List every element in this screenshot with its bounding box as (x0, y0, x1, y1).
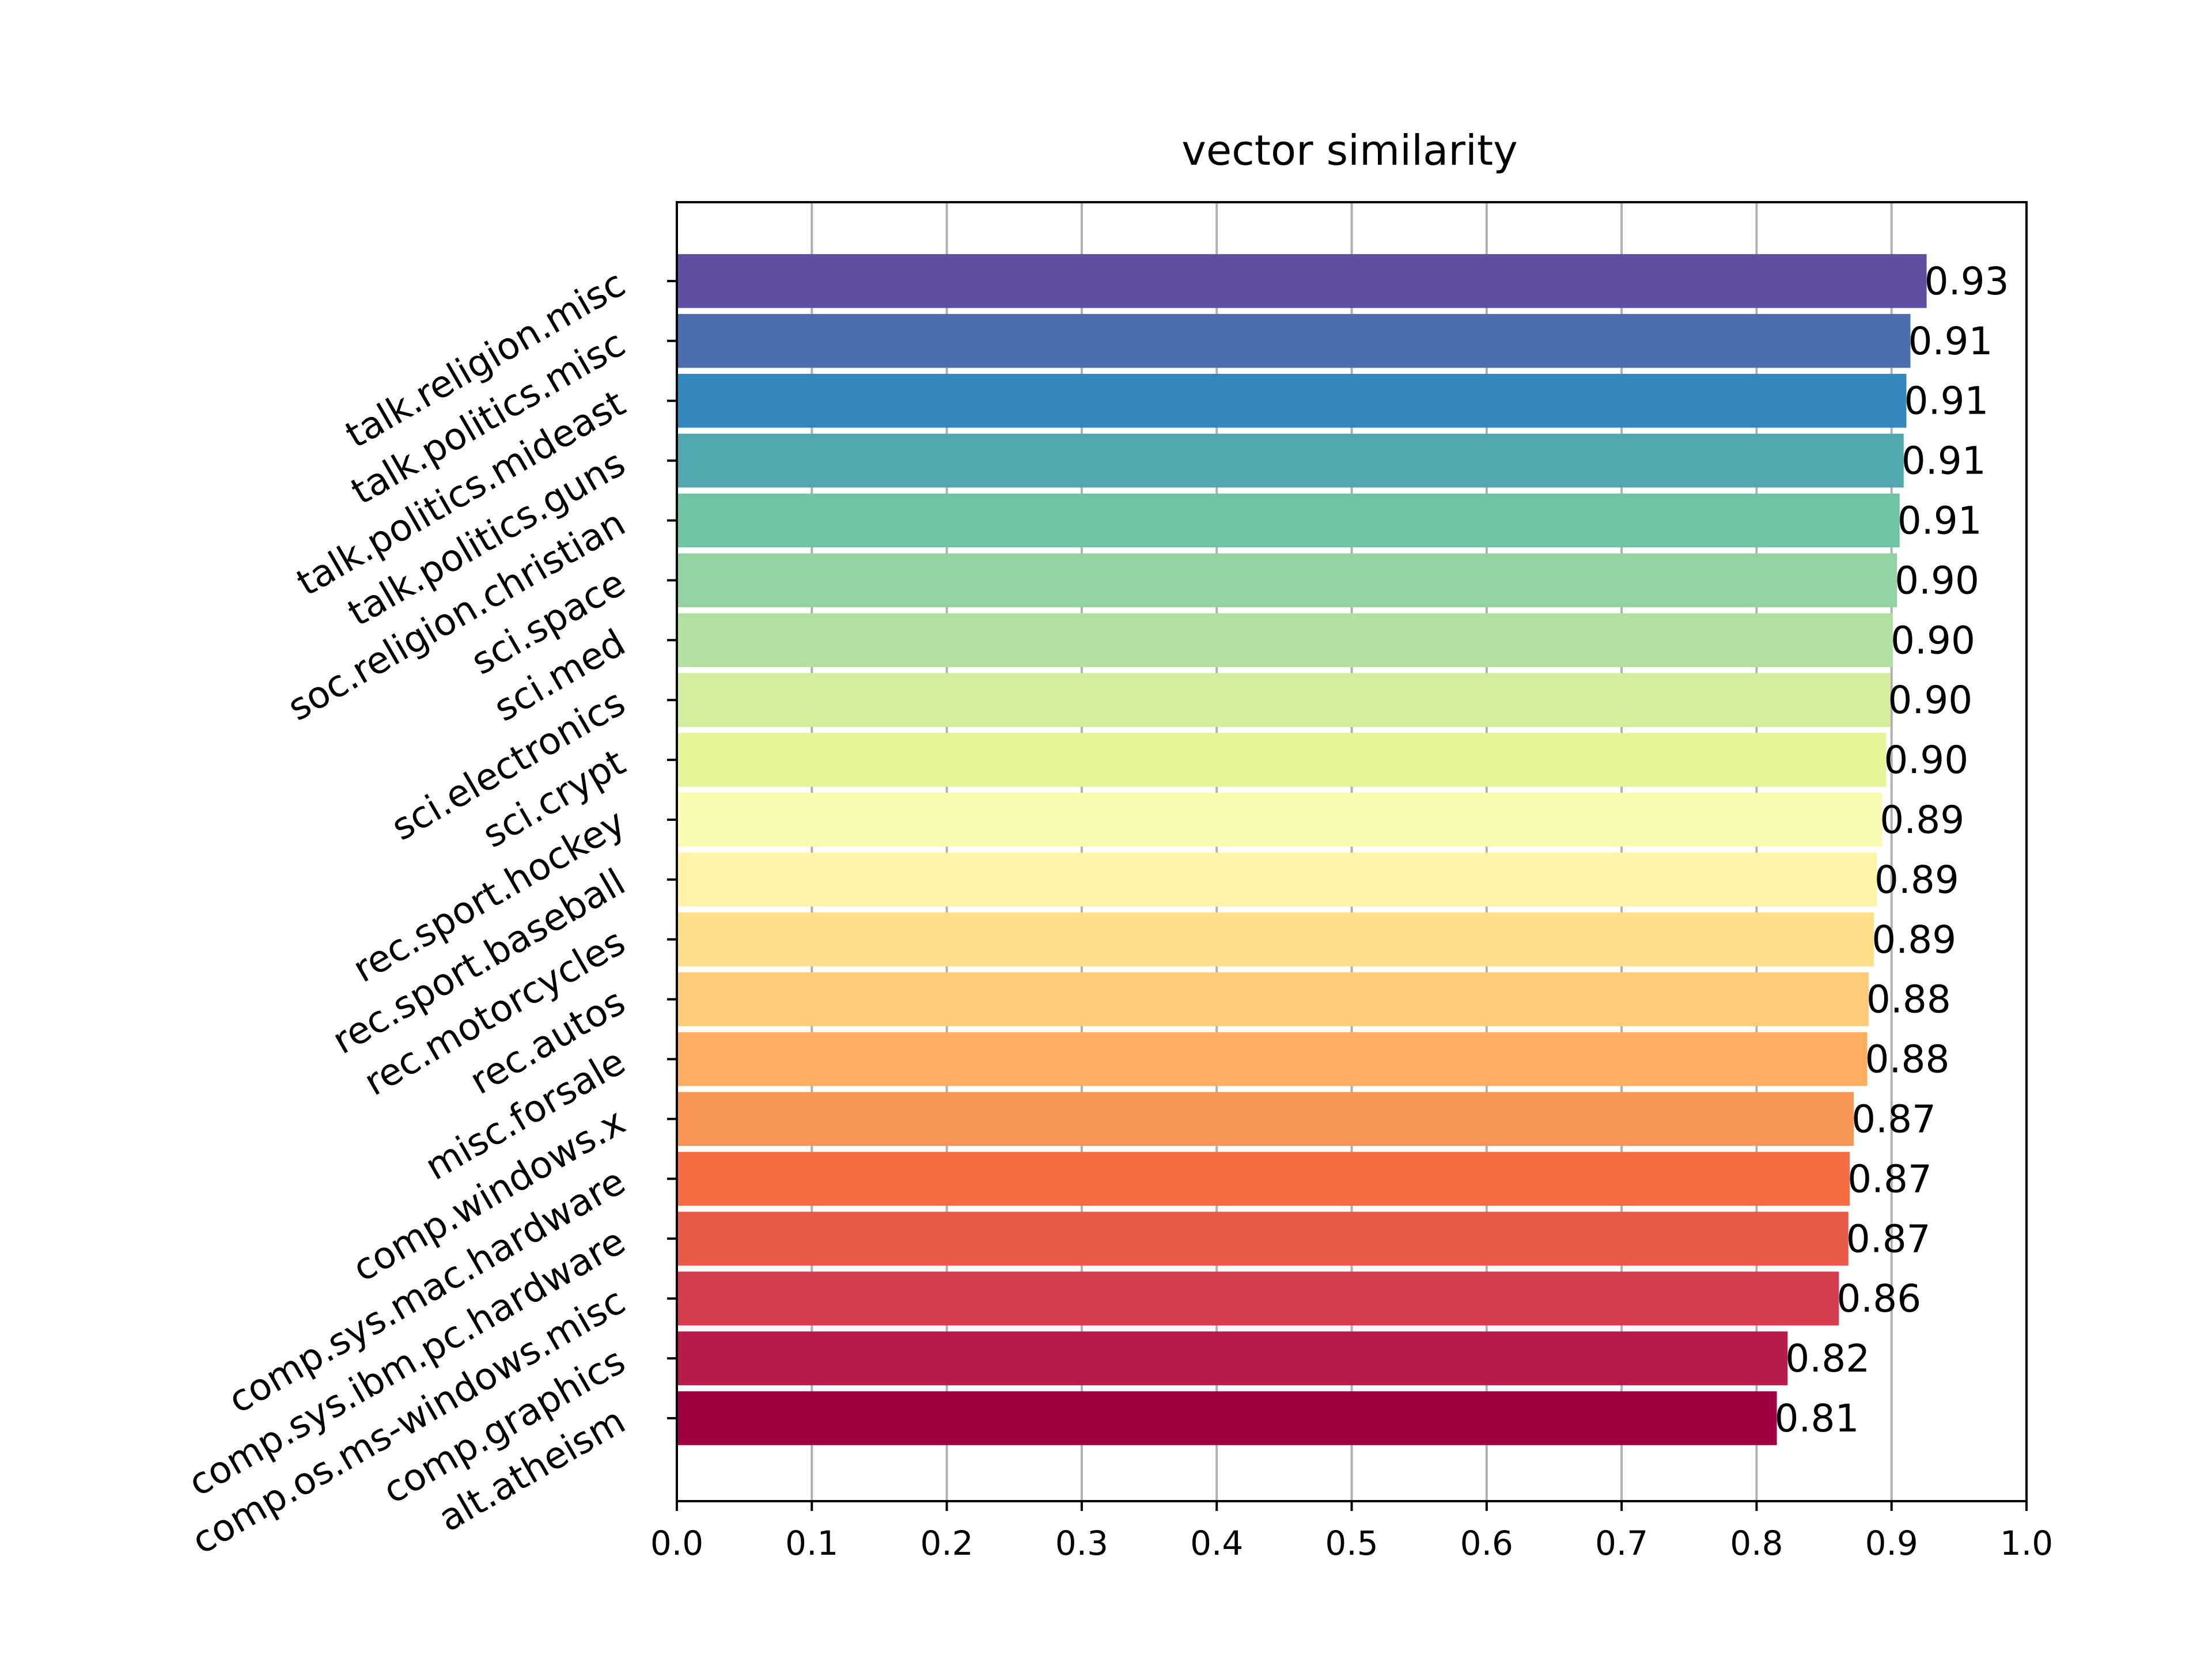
data-label: 0.89 (1880, 798, 1964, 842)
x-tick-label: 0.4 (1190, 1524, 1243, 1563)
data-label: 0.91 (1908, 319, 1993, 363)
bar-talk.politics.mideast (677, 373, 1907, 428)
data-label: 0.87 (1846, 1217, 1931, 1261)
bar-talk.politics.guns (677, 433, 1904, 488)
bar-sci.med (677, 613, 1893, 668)
data-label: 0.87 (1851, 1097, 1936, 1142)
data-label: 0.93 (1925, 259, 2009, 304)
x-tick-label: 0.8 (1730, 1524, 1783, 1563)
x-tick-label: 0.6 (1460, 1524, 1513, 1563)
bar-rec.autos (677, 972, 1869, 1027)
bar-sci.space (677, 553, 1897, 608)
x-tick-label: 0.0 (650, 1524, 703, 1563)
data-label: 0.90 (1891, 618, 1975, 662)
bar-soc.religion.christian (677, 493, 1900, 548)
x-axis: 0.0 0.1 0.2 0.3 0.4 0.5 0.6 0.7 0.8 0.9 1.0 (650, 1501, 2053, 1563)
data-label: 0.82 (1785, 1336, 1870, 1381)
data-label: 0.91 (1904, 379, 1988, 423)
bar-comp.sys.ibm.pc.hardware (677, 1211, 1849, 1266)
x-tick-label: 0.9 (1865, 1524, 1918, 1563)
bar-rec.motorcycles (677, 912, 1874, 967)
data-label: 0.91 (1902, 439, 1986, 483)
data-label: 0.86 (1836, 1277, 1921, 1321)
x-tick-label: 0.5 (1325, 1524, 1378, 1563)
data-label: 0.90 (1884, 738, 1968, 782)
data-label: 0.89 (1872, 918, 1956, 962)
x-tick-label: 0.7 (1595, 1524, 1648, 1563)
y-axis: alt.atheismcomp.graphicscomp.os.ms-windo… (181, 263, 677, 1563)
bar-talk.religion.misc (677, 254, 1927, 308)
data-label: 0.87 (1847, 1157, 1932, 1201)
x-tick-label: 0.1 (785, 1524, 838, 1563)
bar-rec.sport.baseball (677, 853, 1877, 907)
data-label: 0.81 (1775, 1396, 1859, 1441)
bar-comp.os.ms-windows.misc (677, 1271, 1839, 1325)
bar-talk.politics.misc (677, 314, 1911, 368)
data-labels: 0.81 0.82 0.86 0.87 0.87 0.87 0.88 0.88 0.89 0.89… (1775, 259, 2009, 1441)
bar-rec.sport.hockey (677, 793, 1883, 847)
data-label: 0.91 (1897, 499, 1982, 543)
bar-comp.sys.mac.hardware (677, 1152, 1850, 1206)
data-label: 0.88 (1865, 1037, 1950, 1082)
bar-comp.windows.x (677, 1092, 1854, 1146)
bars (677, 254, 1927, 1445)
bar-comp.graphics (677, 1331, 1788, 1385)
bar-misc.forsale (677, 1032, 1868, 1086)
data-label: 0.90 (1888, 678, 1972, 722)
x-tick-label: 0.2 (920, 1524, 973, 1563)
x-tick-label: 1.0 (2000, 1524, 2053, 1563)
data-label: 0.89 (1874, 858, 1959, 902)
bar-alt.atheism (677, 1391, 1777, 1445)
bar-sci.crypt (677, 733, 1887, 787)
x-tick-label: 0.3 (1055, 1524, 1108, 1563)
data-label: 0.88 (1866, 978, 1951, 1022)
bar-sci.electronics (677, 673, 1891, 727)
data-label: 0.90 (1895, 558, 1979, 603)
chart-title: vector similarity (1181, 126, 1518, 175)
